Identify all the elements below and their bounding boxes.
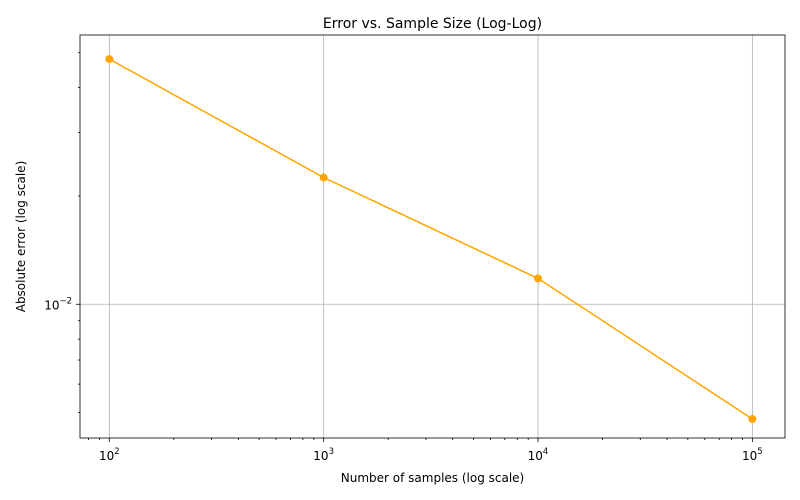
x-tick-label-2: 104 bbox=[528, 447, 549, 463]
data-point bbox=[105, 55, 114, 64]
x-tick-label-0: 102 bbox=[99, 447, 120, 463]
y-tick-label-0-exponent: −2 bbox=[59, 296, 72, 306]
axis-ticks bbox=[76, 52, 753, 442]
series-group bbox=[105, 55, 757, 423]
series-line-0 bbox=[108, 58, 753, 420]
data-point bbox=[748, 414, 757, 423]
x-tick-label-1-exponent: 3 bbox=[329, 447, 334, 457]
x-tick-label-3-exponent: 5 bbox=[757, 447, 762, 457]
y-axis-label: Absolute error (log scale) bbox=[14, 161, 28, 313]
grid bbox=[80, 35, 785, 438]
plot-area-frame bbox=[79, 34, 786, 439]
x-tick-label-1: 103 bbox=[313, 447, 334, 463]
x-tick-label-2-base: 10 bbox=[528, 449, 543, 463]
x-tick-label-3-base: 10 bbox=[742, 449, 757, 463]
x-tick-label-3: 105 bbox=[742, 447, 763, 463]
data-point bbox=[534, 274, 543, 283]
x-tick-label-2-exponent: 4 bbox=[543, 447, 548, 457]
y-tick-label-0: 10−2 bbox=[44, 296, 72, 312]
x-tick-label-1-base: 10 bbox=[313, 449, 328, 463]
x-axis-label: Number of samples (log scale) bbox=[341, 471, 525, 485]
chart-title: Error vs. Sample Size (Log-Log) bbox=[323, 16, 542, 32]
y-tick-label-0-base: 10 bbox=[44, 298, 59, 312]
x-tick-label-0-base: 10 bbox=[99, 449, 114, 463]
x-tick-label-0-exponent: 2 bbox=[114, 447, 119, 457]
data-point bbox=[319, 173, 328, 182]
